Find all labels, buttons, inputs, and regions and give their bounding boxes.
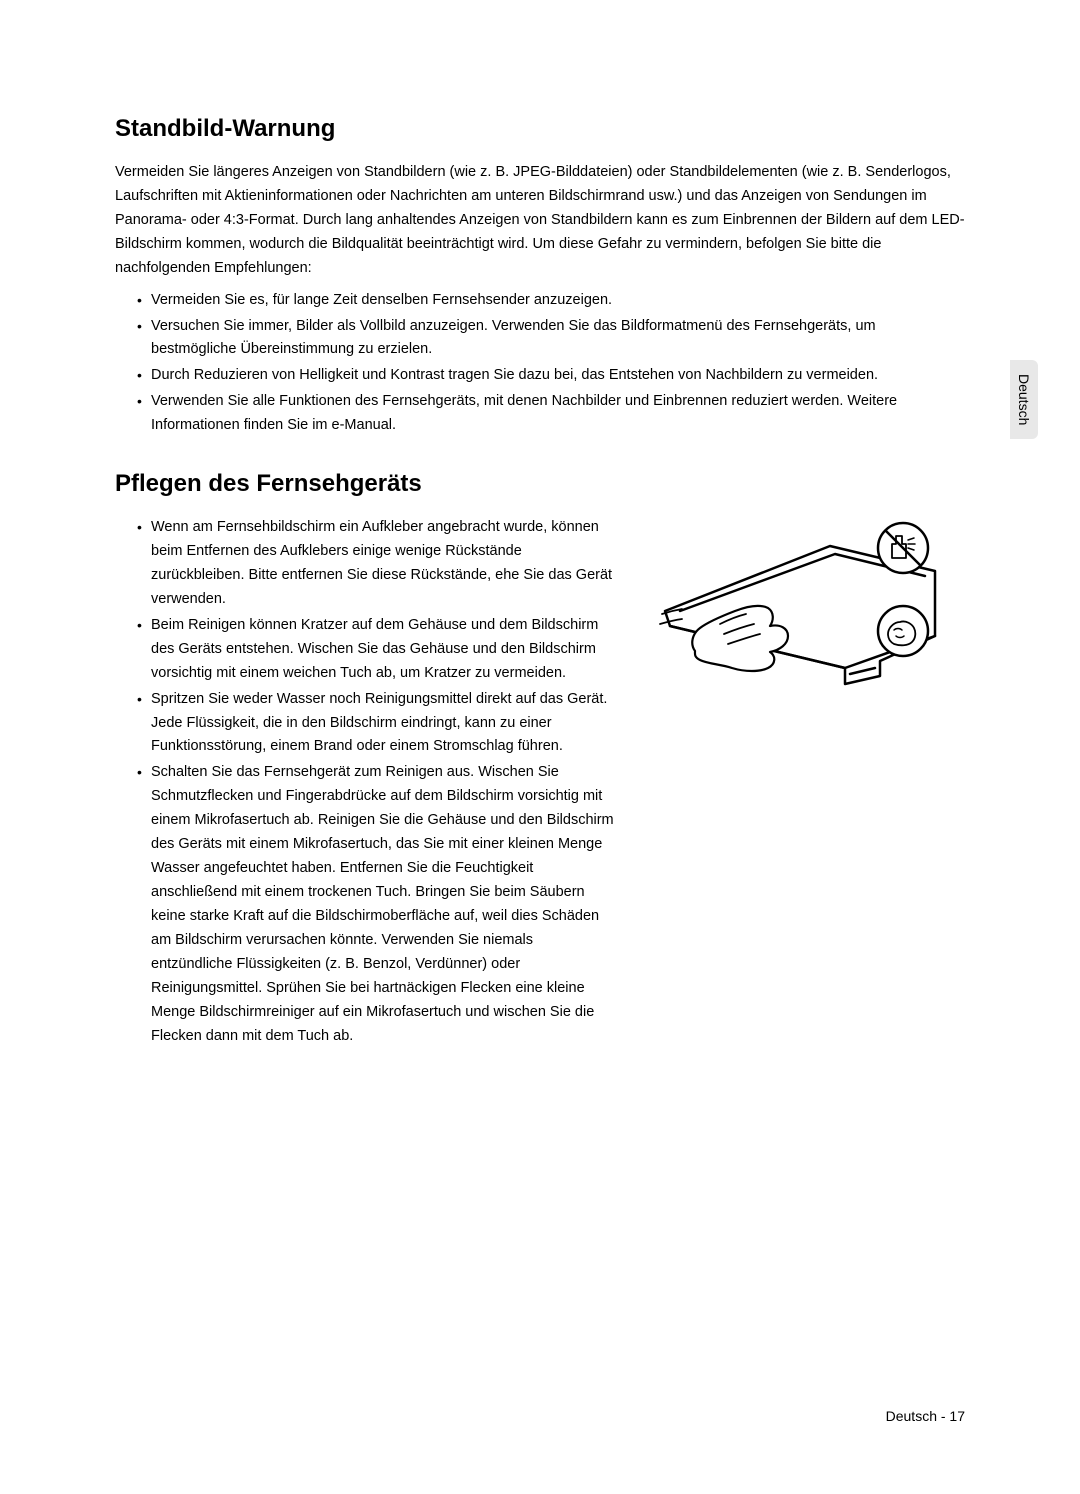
list-item: Beim Reinigen können Kratzer auf dem Geh… — [137, 614, 615, 686]
list-item: Spritzen Sie weder Wasser noch Reinigung… — [137, 688, 615, 760]
section-heading-standbild: Standbild-Warnung — [115, 115, 965, 143]
bullet-list-1: Vermeiden Sie es, für lange Zeit denselb… — [115, 289, 965, 439]
list-item: Verwenden Sie alle Funktionen des Fernse… — [137, 390, 965, 438]
page-footer: Deutsch - 17 — [886, 1408, 965, 1424]
tv-cleaning-illustration-icon — [650, 516, 960, 691]
list-item: Versuchen Sie immer, Bilder als Vollbild… — [137, 315, 965, 363]
language-tab: Deutsch — [1010, 360, 1038, 439]
list-item: Wenn am Fernsehbildschirm ein Aufkleber … — [137, 516, 615, 612]
list-item: Durch Reduzieren von Helligkeit und Kont… — [137, 364, 965, 388]
list-item: Schalten Sie das Fernsehgerät zum Reinig… — [137, 761, 615, 1048]
intro-paragraph: Vermeiden Sie längeres Anzeigen von Stan… — [115, 161, 965, 281]
bullet-list-2: Wenn am Fernsehbildschirm ein Aufkleber … — [115, 516, 615, 1048]
section-heading-pflegen: Pflegen des Fernsehgeräts — [115, 470, 965, 498]
list-item: Vermeiden Sie es, für lange Zeit denselb… — [137, 289, 965, 313]
